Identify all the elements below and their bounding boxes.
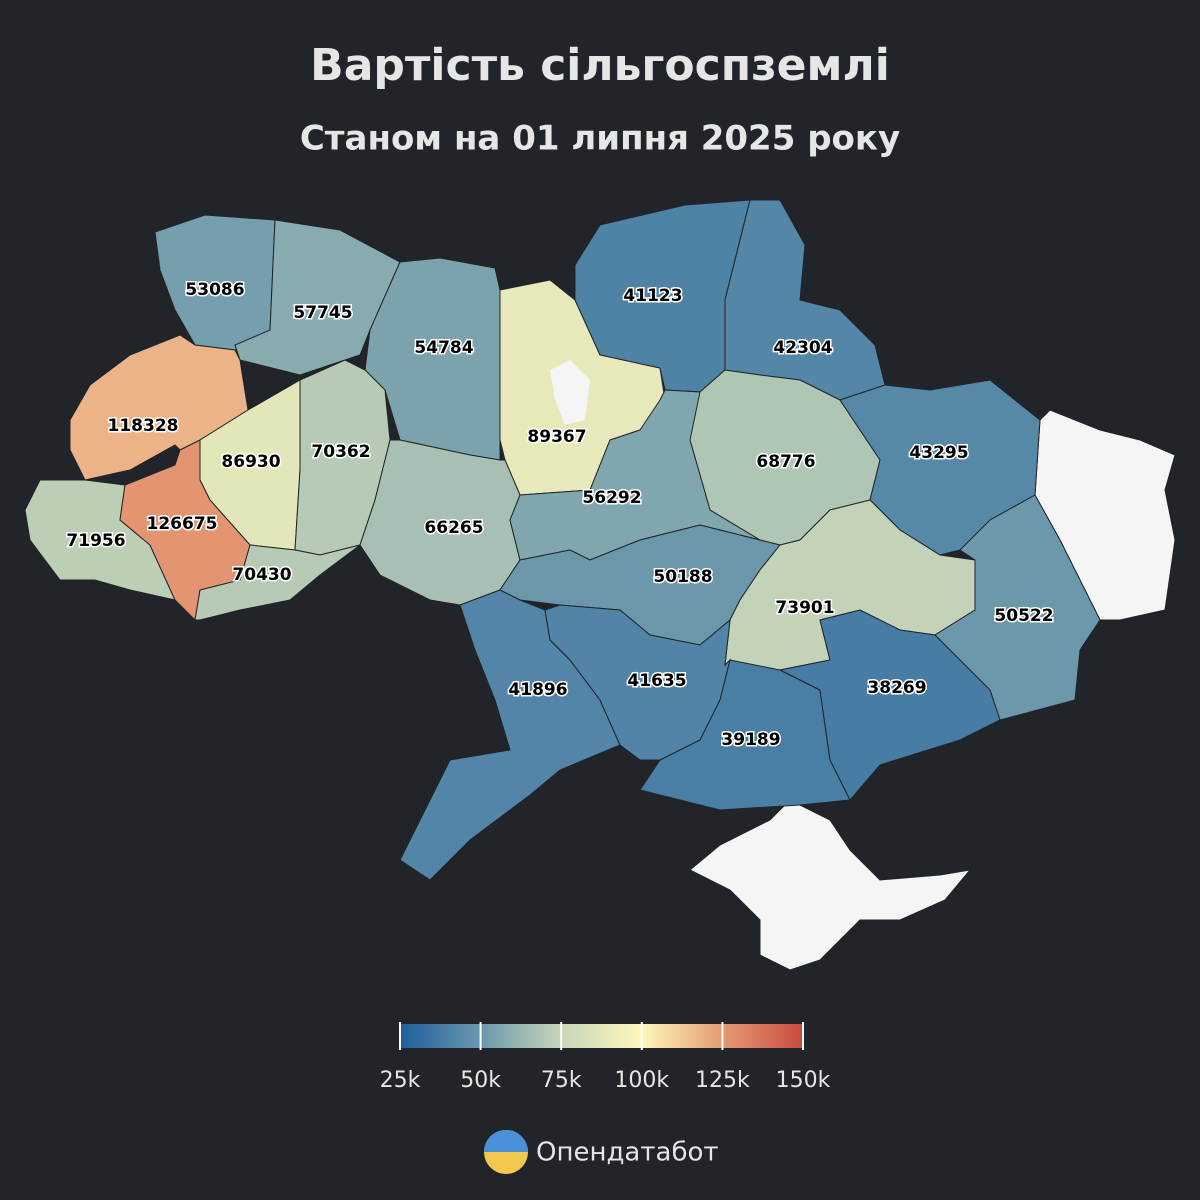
region-value: 38269 [867,678,926,698]
region-value: 56292 [582,488,641,508]
region-value: 68776 [756,452,815,472]
region-value: 43295 [909,443,968,463]
region-value: 57745 [293,303,352,323]
region-value: 66265 [424,518,483,538]
legend-tick-label: 25k [380,1068,421,1093]
region [194,544,361,621]
legend-tick-label: 125k [695,1068,750,1093]
region-value: 89367 [527,427,586,447]
region-value: 41635 [627,671,686,691]
region-value: 70362 [311,442,370,462]
region-value: 126675 [147,514,218,534]
region-value: 50188 [653,567,712,587]
color-legend [400,1024,803,1048]
legend-tick-label: 75k [541,1068,582,1093]
no-data-region [550,360,590,425]
legend-tick-label: 50k [460,1068,501,1093]
legend-tick-label: 100k [614,1068,669,1093]
brand-logo-top [484,1130,528,1152]
title: Вартість сільгоспземлі [310,40,890,91]
region-value: 39189 [721,730,780,750]
region-value: 86930 [221,452,280,472]
region-value: 71956 [66,531,125,551]
region-value: 54784 [414,338,473,358]
region-value: 42304 [773,338,832,358]
legend-tick-label: 150k [776,1068,831,1093]
region-value: 41123 [623,286,682,306]
region [234,219,401,376]
region [778,609,1001,801]
region [24,479,176,601]
brand: Опендатабот [536,1138,719,1168]
region-value: 118328 [108,416,179,436]
region-value: 41896 [508,680,567,700]
region-value: 73901 [775,598,834,618]
region-value: 70430 [232,565,291,585]
region-value: 50522 [994,606,1053,626]
subtitle: Станом на 01 липня 2025 року [300,119,900,159]
region-value: 53086 [185,280,244,300]
